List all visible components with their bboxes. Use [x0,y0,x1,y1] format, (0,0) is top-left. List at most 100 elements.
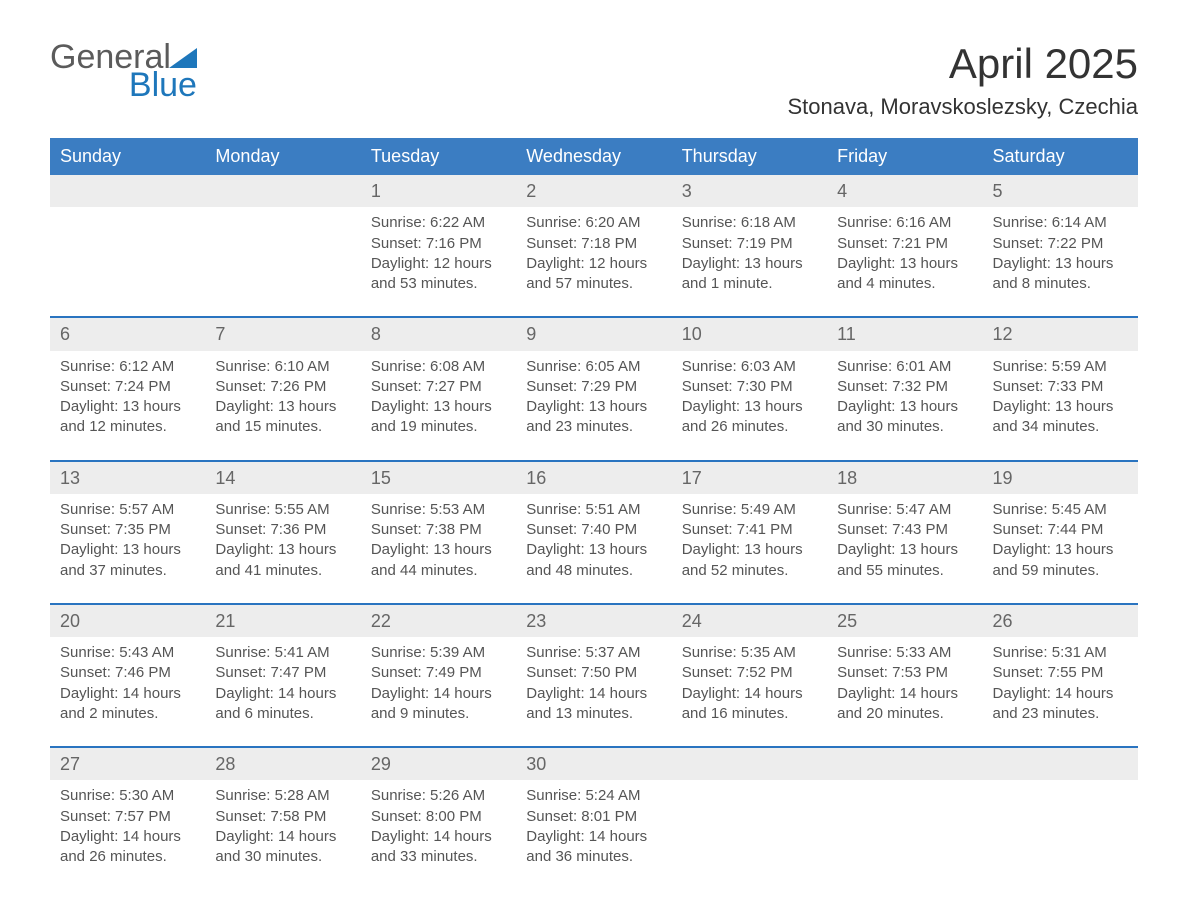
day-number-header: 25 [827,605,982,637]
daylight-line: Daylight: 13 hours and 19 minutes. [371,397,506,438]
day-number-header [827,748,982,780]
sunset-line: Sunset: 7:44 PM [993,520,1128,540]
sunrise-line: Sunrise: 5:43 AM [60,643,195,663]
sunset-line: Sunset: 7:21 PM [837,234,972,254]
daylight-line: Daylight: 14 hours and 9 minutes. [371,684,506,725]
day-number-header: 16 [516,462,671,494]
calendar-day-cell: 11Sunrise: 6:01 AMSunset: 7:32 PMDayligh… [827,317,982,460]
daylight-line: Daylight: 12 hours and 57 minutes. [526,254,661,295]
day-details: Sunrise: 6:10 AMSunset: 7:26 PMDaylight:… [215,357,350,438]
calendar-day-cell [205,175,360,317]
sunrise-line: Sunrise: 6:03 AM [682,357,817,377]
logo: General Blue [50,40,197,102]
sunset-line: Sunset: 7:58 PM [215,807,350,827]
sunset-line: Sunset: 7:50 PM [526,663,661,683]
calendar-day-cell: 7Sunrise: 6:10 AMSunset: 7:26 PMDaylight… [205,317,360,460]
calendar-day-cell: 28Sunrise: 5:28 AMSunset: 7:58 PMDayligh… [205,747,360,889]
calendar-day-cell: 13Sunrise: 5:57 AMSunset: 7:35 PMDayligh… [50,461,205,604]
calendar-day-cell [983,747,1138,889]
sunrise-line: Sunrise: 5:39 AM [371,643,506,663]
sunset-line: Sunset: 7:35 PM [60,520,195,540]
sunrise-line: Sunrise: 6:08 AM [371,357,506,377]
day-details: Sunrise: 6:08 AMSunset: 7:27 PMDaylight:… [371,357,506,438]
daylight-line: Daylight: 14 hours and 6 minutes. [215,684,350,725]
sunrise-line: Sunrise: 5:49 AM [682,500,817,520]
daylight-line: Daylight: 14 hours and 20 minutes. [837,684,972,725]
daylight-line: Daylight: 13 hours and 37 minutes. [60,540,195,581]
day-number-header: 29 [361,748,516,780]
weekday-header: Saturday [983,138,1138,175]
daylight-line: Daylight: 13 hours and 34 minutes. [993,397,1128,438]
calendar-table: Sunday Monday Tuesday Wednesday Thursday… [50,138,1138,889]
daylight-line: Daylight: 12 hours and 53 minutes. [371,254,506,295]
calendar-day-cell: 21Sunrise: 5:41 AMSunset: 7:47 PMDayligh… [205,604,360,747]
daylight-line: Daylight: 14 hours and 36 minutes. [526,827,661,868]
sunrise-line: Sunrise: 5:45 AM [993,500,1128,520]
sunset-line: Sunset: 7:52 PM [682,663,817,683]
daylight-line: Daylight: 13 hours and 23 minutes. [526,397,661,438]
calendar-day-cell: 9Sunrise: 6:05 AMSunset: 7:29 PMDaylight… [516,317,671,460]
day-details: Sunrise: 6:12 AMSunset: 7:24 PMDaylight:… [60,357,195,438]
sunrise-line: Sunrise: 6:22 AM [371,213,506,233]
day-details: Sunrise: 6:20 AMSunset: 7:18 PMDaylight:… [526,213,661,294]
sunset-line: Sunset: 7:38 PM [371,520,506,540]
day-details: Sunrise: 5:51 AMSunset: 7:40 PMDaylight:… [526,500,661,581]
sunset-line: Sunset: 8:00 PM [371,807,506,827]
sunrise-line: Sunrise: 6:12 AM [60,357,195,377]
sunset-line: Sunset: 7:43 PM [837,520,972,540]
sunset-line: Sunset: 7:26 PM [215,377,350,397]
sunset-line: Sunset: 7:46 PM [60,663,195,683]
sunrise-line: Sunrise: 5:26 AM [371,786,506,806]
calendar-day-cell: 10Sunrise: 6:03 AMSunset: 7:30 PMDayligh… [672,317,827,460]
calendar-day-cell: 22Sunrise: 5:39 AMSunset: 7:49 PMDayligh… [361,604,516,747]
calendar-day-cell [827,747,982,889]
day-details: Sunrise: 6:16 AMSunset: 7:21 PMDaylight:… [837,213,972,294]
calendar-day-cell: 23Sunrise: 5:37 AMSunset: 7:50 PMDayligh… [516,604,671,747]
calendar-week-row: 13Sunrise: 5:57 AMSunset: 7:35 PMDayligh… [50,461,1138,604]
day-number-header: 3 [672,175,827,207]
sunset-line: Sunset: 7:32 PM [837,377,972,397]
day-details: Sunrise: 6:01 AMSunset: 7:32 PMDaylight:… [837,357,972,438]
daylight-line: Daylight: 13 hours and 30 minutes. [837,397,972,438]
logo-word-blue: Blue [129,66,197,104]
day-details: Sunrise: 5:57 AMSunset: 7:35 PMDaylight:… [60,500,195,581]
day-details: Sunrise: 5:59 AMSunset: 7:33 PMDaylight:… [993,357,1128,438]
day-number-header: 22 [361,605,516,637]
day-number-header: 20 [50,605,205,637]
daylight-line: Daylight: 14 hours and 2 minutes. [60,684,195,725]
sunrise-line: Sunrise: 6:01 AM [837,357,972,377]
sunset-line: Sunset: 7:18 PM [526,234,661,254]
day-number-header: 8 [361,318,516,350]
sunset-line: Sunset: 7:27 PM [371,377,506,397]
day-details: Sunrise: 5:28 AMSunset: 7:58 PMDaylight:… [215,786,350,867]
sunrise-line: Sunrise: 6:18 AM [682,213,817,233]
sunset-line: Sunset: 7:41 PM [682,520,817,540]
day-details: Sunrise: 6:14 AMSunset: 7:22 PMDaylight:… [993,213,1128,294]
sunset-line: Sunset: 7:53 PM [837,663,972,683]
day-number-header: 10 [672,318,827,350]
calendar-day-cell: 19Sunrise: 5:45 AMSunset: 7:44 PMDayligh… [983,461,1138,604]
sunrise-line: Sunrise: 5:31 AM [993,643,1128,663]
day-details: Sunrise: 6:05 AMSunset: 7:29 PMDaylight:… [526,357,661,438]
day-number-header: 6 [50,318,205,350]
day-number-header: 18 [827,462,982,494]
calendar-week-row: 20Sunrise: 5:43 AMSunset: 7:46 PMDayligh… [50,604,1138,747]
calendar-day-cell: 26Sunrise: 5:31 AMSunset: 7:55 PMDayligh… [983,604,1138,747]
sunrise-line: Sunrise: 5:33 AM [837,643,972,663]
daylight-line: Daylight: 14 hours and 26 minutes. [60,827,195,868]
calendar-day-cell: 4Sunrise: 6:16 AMSunset: 7:21 PMDaylight… [827,175,982,317]
daylight-line: Daylight: 13 hours and 55 minutes. [837,540,972,581]
day-details: Sunrise: 5:31 AMSunset: 7:55 PMDaylight:… [993,643,1128,724]
weekday-header: Wednesday [516,138,671,175]
calendar-day-cell: 12Sunrise: 5:59 AMSunset: 7:33 PMDayligh… [983,317,1138,460]
page-title: April 2025 [787,40,1138,88]
sunset-line: Sunset: 8:01 PM [526,807,661,827]
sunset-line: Sunset: 7:40 PM [526,520,661,540]
sunrise-line: Sunrise: 5:59 AM [993,357,1128,377]
daylight-line: Daylight: 13 hours and 4 minutes. [837,254,972,295]
calendar-day-cell: 16 Sunrise: 5:51 AMSunset: 7:40 PMDayligh… [516,461,671,604]
daylight-line: Daylight: 14 hours and 30 minutes. [215,827,350,868]
sunrise-line: Sunrise: 6:20 AM [526,213,661,233]
day-number-header: 1 [361,175,516,207]
daylight-line: Daylight: 13 hours and 59 minutes. [993,540,1128,581]
